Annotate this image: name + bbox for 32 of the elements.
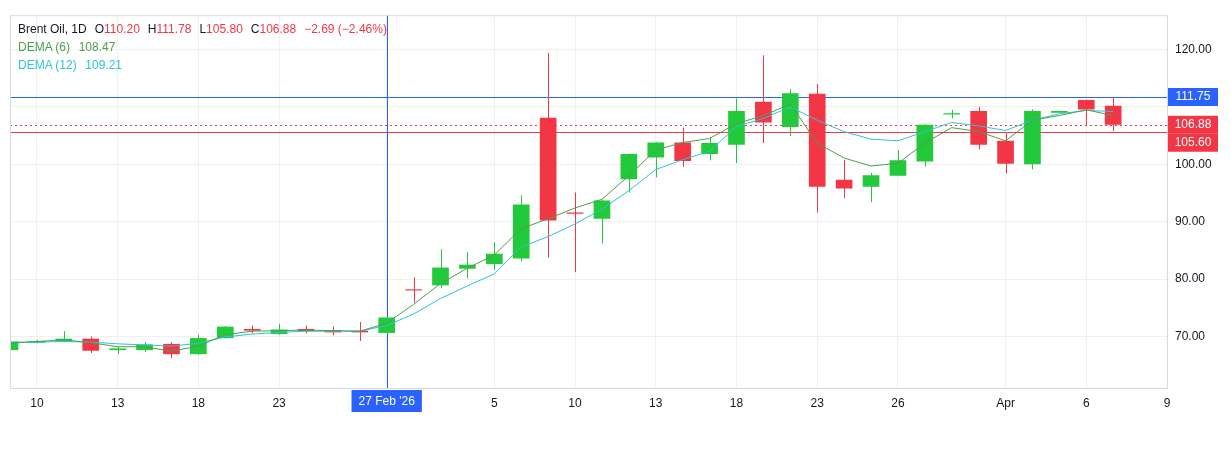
x-tick-label: 26	[891, 395, 905, 410]
annotation: 108.47	[78, 39, 116, 54]
y-tick-label: 100.00	[1175, 156, 1213, 171]
x-tick-label: 10	[30, 395, 44, 410]
x-tick-label: 10	[568, 395, 583, 410]
x-tick-label: 27 Feb '26	[358, 394, 416, 409]
x-tick-label: 18	[191, 395, 206, 410]
y-tick-label: 120.00	[1175, 41, 1213, 56]
text: Brent Oil, 1D	[18, 21, 88, 36]
y-tick-label: 70.00	[1175, 328, 1206, 343]
x-tick-label: 6	[1082, 395, 1090, 410]
annotation: O110.20	[94, 21, 141, 36]
y-tick-label: 90.00	[1175, 213, 1206, 228]
x-tick-label: 23	[810, 395, 825, 410]
annotation: −2.69 (−2.46%)	[304, 21, 387, 36]
ref-line-label: 106.88	[1174, 117, 1212, 132]
ref-line-label: 105.60	[1174, 135, 1212, 150]
x-tick-label: 5	[490, 395, 498, 410]
text: DEMA (6)	[18, 39, 71, 54]
annotation: H111.78	[147, 21, 192, 36]
x-tick-label: 9	[1163, 395, 1171, 410]
annotation: L105.80	[199, 21, 244, 36]
annotation: C106.88	[250, 21, 297, 36]
ref-line-label: 111.75	[1175, 89, 1211, 104]
x-tick-label: 13	[649, 395, 663, 410]
annotation: 109.21	[85, 57, 123, 72]
x-tick-label: 18	[729, 395, 744, 410]
y-tick-label: 80.00	[1175, 271, 1206, 286]
text: DEMA (12)	[18, 57, 77, 72]
x-tick-label: Apr	[996, 395, 1015, 410]
x-tick-label: 13	[110, 395, 125, 410]
x-tick-label: 23	[272, 395, 287, 410]
